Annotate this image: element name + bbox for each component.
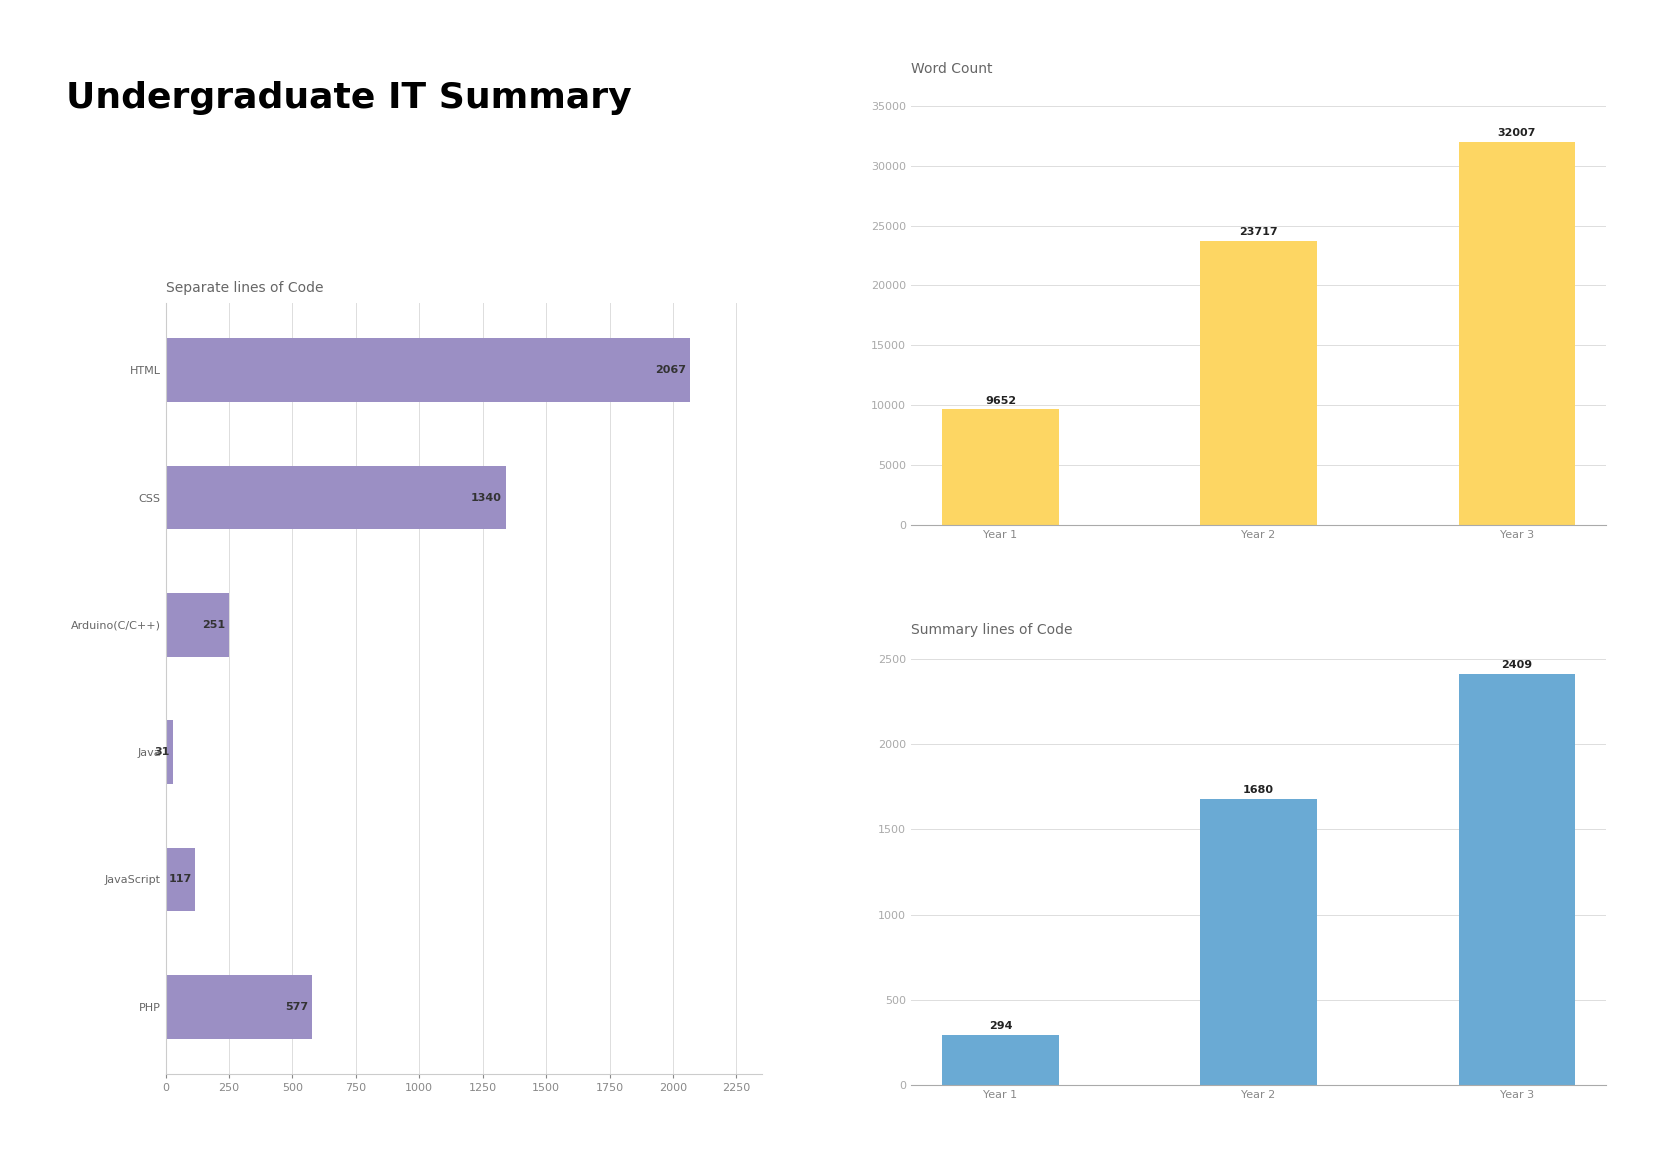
Text: 1340: 1340 [470, 492, 501, 503]
Text: Undergraduate IT Summary: Undergraduate IT Summary [66, 81, 632, 116]
Bar [1200, 798, 1316, 1085]
Text: 31: 31 [154, 747, 169, 757]
Bar [942, 1035, 1058, 1085]
Text: Separate lines of Code: Separate lines of Code [166, 281, 323, 295]
Text: Word Count: Word Count [910, 62, 991, 76]
Text: 251: 251 [202, 620, 225, 630]
Text: 294: 294 [988, 1021, 1011, 1030]
Text: 32007: 32007 [1496, 128, 1534, 138]
Bar [166, 338, 690, 403]
Text: 1680: 1680 [1243, 784, 1273, 795]
Text: 577: 577 [285, 1001, 308, 1012]
Bar [1458, 141, 1574, 525]
Bar [166, 466, 505, 530]
Text: 117: 117 [169, 874, 192, 885]
Text: 9652: 9652 [985, 396, 1016, 406]
Text: 2409: 2409 [1499, 661, 1531, 670]
Bar [942, 410, 1058, 525]
Bar [1458, 675, 1574, 1085]
Text: Summary lines of Code: Summary lines of Code [910, 622, 1072, 636]
Text: 23717: 23717 [1238, 228, 1278, 237]
Bar [166, 593, 228, 657]
Bar [166, 720, 174, 784]
Text: 2067: 2067 [655, 365, 685, 376]
Bar [166, 974, 311, 1039]
Bar [1200, 240, 1316, 525]
Bar [166, 847, 195, 911]
